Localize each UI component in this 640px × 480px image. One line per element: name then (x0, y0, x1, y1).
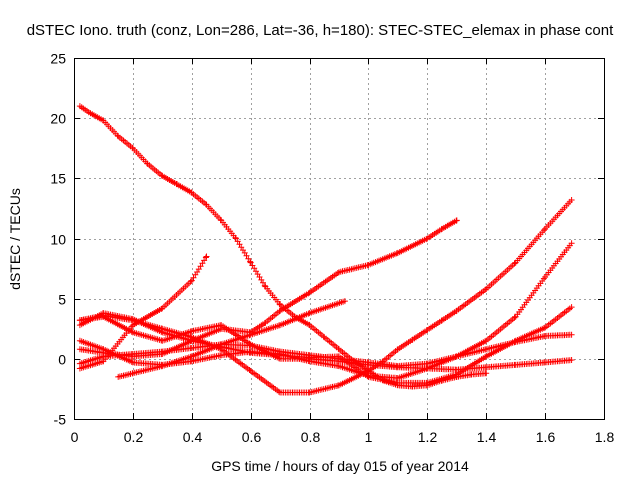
series-sat-i (76, 313, 575, 373)
x-tick-label: 1.4 (477, 429, 497, 445)
y-axis-tick-labels: -5 0 5 10 15 20 25 (50, 51, 66, 428)
y-tick-label: 15 (50, 171, 66, 187)
series-sat-f (76, 253, 210, 372)
y-tick-label: 10 (50, 232, 66, 248)
series-sat-g (115, 298, 348, 380)
point-markers (76, 253, 210, 372)
x-tick-label: 1 (365, 429, 373, 445)
point-markers (76, 103, 490, 390)
x-tick-label: 0.2 (124, 429, 144, 445)
x-tick-label: 0.8 (301, 429, 321, 445)
series-sat-a (76, 103, 490, 390)
x-tick-label: 1.6 (536, 429, 556, 445)
chart-title: dSTEC Iono. truth (conz, Lon=286, Lat=-3… (27, 22, 614, 39)
point-markers (115, 298, 348, 380)
point-markers (76, 313, 575, 373)
y-tick-label: 20 (50, 111, 66, 127)
axis-ticks (74, 58, 605, 420)
x-tick-label: 1.8 (595, 429, 615, 445)
x-tick-label: 0 (71, 429, 79, 445)
x-tick-label: 0.4 (183, 429, 203, 445)
x-tick-label: 1.2 (418, 429, 438, 445)
point-markers (76, 217, 460, 360)
y-tick-label: 0 (58, 352, 66, 368)
x-axis-tick-labels: 0 0.2 0.4 0.6 0.8 1 1.2 1.4 1.6 1.8 (71, 429, 615, 445)
y-tick-label: 25 (50, 51, 66, 67)
y-tick-label: 5 (58, 292, 66, 308)
series-sat-h (76, 217, 460, 360)
x-tick-label: 0.6 (242, 429, 262, 445)
x-axis-label: GPS time / hours of day 015 of year 2014 (211, 458, 469, 474)
data-series (76, 103, 575, 396)
y-tick-label: -5 (54, 412, 67, 428)
y-axis-label: dSTEC / TECUs (7, 188, 23, 290)
